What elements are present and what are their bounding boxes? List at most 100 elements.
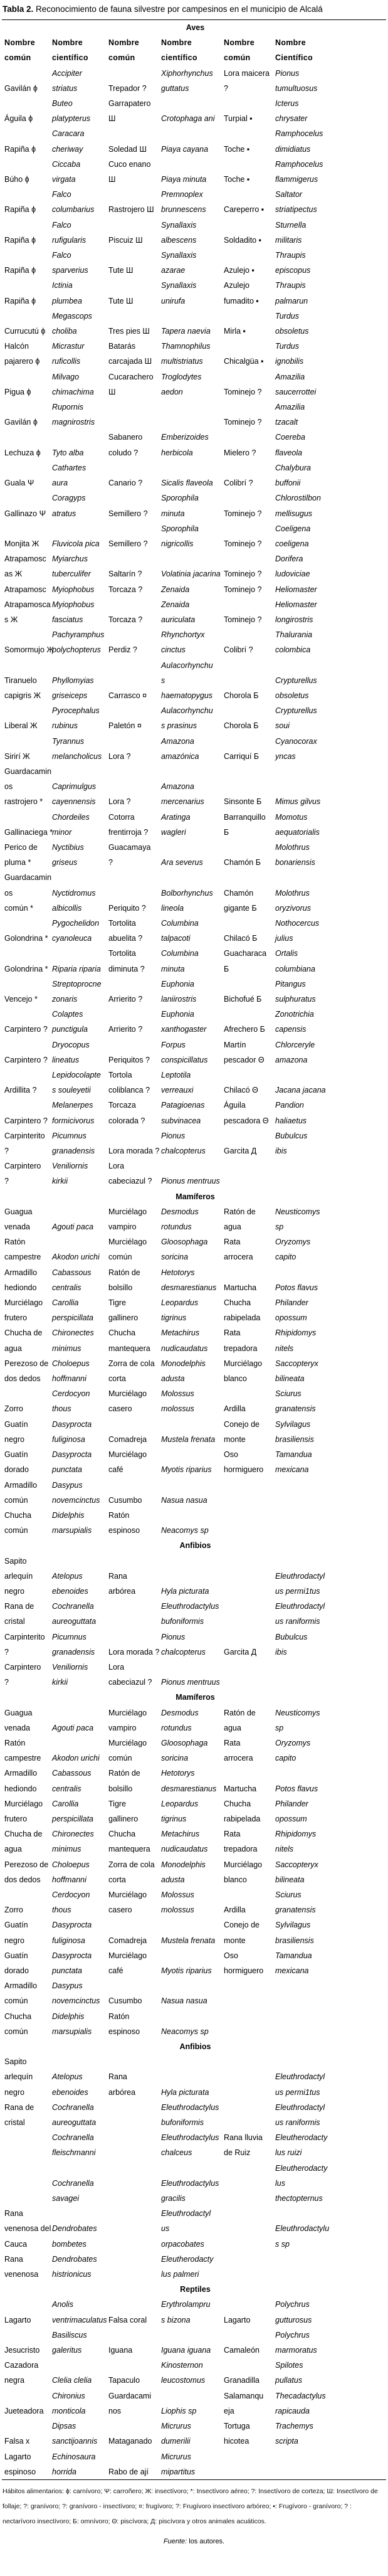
scientific-name-cell: Tyto alba bbox=[52, 448, 84, 457]
scientific-name-cell: Buteo platypterus bbox=[52, 99, 91, 124]
table-row: Rapiña ɸ Falco columbarius Rastrojero Ш Pr… bbox=[2, 187, 386, 217]
scientific-name-cell: Pionus mentruus bbox=[161, 1177, 220, 1186]
table-row: Gavilán ɸ Accipiter striatus Trepador ? Xi… bbox=[2, 66, 386, 96]
scientific-name-cell: Metachirus nudicaudatus bbox=[161, 1830, 208, 1854]
common-name-cell: Rata arrocera bbox=[224, 1238, 253, 1262]
scientific-name-cell: Pitangus sulphuratus bbox=[275, 979, 316, 1004]
scientific-name-cell: Nasua nasua bbox=[161, 1996, 207, 2006]
table-row: Murciélago frutero Carollia perspicillata… bbox=[2, 1796, 386, 1826]
scientific-name-cell: Amazilia tzacalt bbox=[275, 403, 305, 427]
common-name-cell: Camaleón bbox=[224, 2346, 260, 2355]
common-name-cell: Iguana bbox=[108, 2346, 133, 2355]
source-label: Fuente: bbox=[163, 2537, 187, 2545]
common-name-cell bbox=[221, 2100, 273, 2130]
table-row: Pigua ɸ Milvago chimachima Cucarachero Ш Tr… bbox=[2, 369, 386, 400]
scientific-name-cell: Pygochelidon cyanoleuca bbox=[52, 918, 100, 943]
scientific-name-cell: Turdus ignobilis bbox=[275, 342, 304, 366]
scientific-name-cell: Xiphorhynchus guttatus bbox=[161, 68, 213, 93]
scientific-name-cell: Micrastur ruficollis bbox=[52, 342, 85, 366]
scientific-name-cell: Saltator striatipectus bbox=[275, 190, 317, 215]
table-row: Vencejo * Streptoprocne zonaris Arrierito… bbox=[2, 977, 386, 1007]
scientific-name-cell: Zenaida bbox=[161, 585, 190, 594]
scientific-name-cell: Dipsas sanctijoannis bbox=[52, 2422, 98, 2446]
scientific-name-cell: Nothocercus julius bbox=[275, 918, 320, 943]
section-title: Mamíferos bbox=[176, 1192, 215, 1201]
table-row: Perezoso de dos dedos Choloepus hoffmanni… bbox=[2, 1857, 386, 1887]
common-name-cell: Gavilán ɸ bbox=[4, 83, 38, 93]
common-name-cell: Azulejo ▪ bbox=[224, 266, 254, 275]
common-name-cell: Rata arrocera bbox=[224, 1738, 253, 1763]
common-name-cell: Rapiña ɸ bbox=[4, 296, 36, 305]
common-name-cell: Murciélago blanco bbox=[224, 1860, 263, 1884]
common-name-cell: Martucha bbox=[224, 1784, 257, 1793]
scientific-name-cell: Ortalis columbiana bbox=[275, 949, 315, 973]
scientific-name-cell: Phyllomyias griseiceps bbox=[52, 676, 94, 700]
common-name-cell: Murciélago vampiro bbox=[108, 1207, 147, 1232]
column-header: Nombre científico bbox=[52, 38, 88, 63]
scientific-name-cell: Ara severus bbox=[161, 858, 203, 867]
scientific-name-cell bbox=[273, 1158, 386, 1189]
common-name-cell: Ratón de agua bbox=[224, 1207, 256, 1232]
scientific-name-cell: Cabassous centralis bbox=[52, 1769, 92, 1793]
table-row: Golondrina * Riparia riparia Tortolita di… bbox=[2, 946, 386, 976]
scientific-name-cell: Micrurus mipartitus bbox=[161, 2452, 196, 2476]
scientific-name-cell: Veniliornis kirkii bbox=[52, 1162, 88, 1186]
common-name-cell: Carpintero ? bbox=[4, 1662, 41, 1687]
scientific-name-cell: Carollia perspicillata bbox=[52, 1298, 94, 1323]
scientific-name-cell: Ciccaba virgata bbox=[52, 159, 81, 184]
common-name-cell: Granadilla bbox=[224, 2376, 260, 2385]
scientific-name-cell: Dasypus novemcinctus bbox=[52, 1480, 100, 1505]
scientific-name-cell: Thecadactylus rapicauda bbox=[275, 2391, 326, 2415]
scientific-name-cell: Synallaxis unirufa bbox=[161, 281, 197, 305]
common-name-cell bbox=[221, 2009, 273, 2039]
scientific-name-cell: Rhynchortyx cinctus bbox=[161, 630, 205, 655]
common-name-cell: Guacamaya ? bbox=[108, 842, 151, 867]
common-name-cell bbox=[106, 2130, 159, 2160]
table-row: Currucutú ɸ Megascops choliba Tres pies Ш… bbox=[2, 309, 386, 339]
scientific-name-cell: Nasua nasua bbox=[161, 1495, 207, 1505]
common-name-cell: Semillero ? bbox=[108, 539, 148, 548]
scientific-name-cell: Ramphocelus flammigerus bbox=[275, 159, 323, 184]
scientific-name-cell: Zonotrichia capensis bbox=[275, 1010, 314, 1034]
common-name-cell: Guardacamin os común * bbox=[4, 873, 52, 913]
common-name-cell: Chucha mantequera bbox=[108, 1830, 150, 1854]
common-name-cell: Bichofué Б bbox=[224, 995, 262, 1004]
scientific-name-cell: Coereba flaveola bbox=[275, 433, 305, 457]
scientific-name-cell: Turdus obsoletus bbox=[275, 311, 309, 336]
common-name-cell: Rapiña ɸ bbox=[4, 235, 36, 245]
common-name-cell: Sirirí Ж bbox=[4, 751, 30, 761]
table-row: Rapiña ɸ Ictinia plumbea Tute Ш Synallaxis… bbox=[2, 278, 386, 308]
common-name-cell: Oso hormiguero bbox=[224, 1951, 264, 1975]
common-name-cell: Tute Ш bbox=[108, 296, 134, 305]
common-name-cell: Carpintero ? bbox=[4, 1162, 41, 1186]
scientific-name-cell: Pachyramphus polychopterus bbox=[52, 630, 105, 655]
scientific-name-cell: Forpus conspicillatus bbox=[161, 1040, 208, 1064]
common-name-cell: Tortuga hicotea bbox=[224, 2422, 250, 2446]
common-name-cell: Rapiña ɸ bbox=[4, 144, 36, 154]
scientific-name-cell: Atelopus ebenoides bbox=[52, 1571, 88, 1596]
common-name-cell: Currucutú ɸ bbox=[4, 327, 46, 336]
scientific-name-cell: Mimus gilvus bbox=[275, 797, 321, 807]
scientific-name-cell: Cochranella savagei bbox=[52, 2178, 94, 2203]
common-name-cell: Chilacó Б bbox=[224, 934, 258, 943]
column-header: Nombre Científico bbox=[275, 38, 313, 63]
section-header-row: Reptiles bbox=[2, 2282, 386, 2297]
scientific-name-cell bbox=[273, 1508, 386, 1538]
common-name-cell: Ratón espinoso bbox=[108, 2012, 140, 2036]
table-row: Guatín negro Dasyprocta fuliginosa Comadr… bbox=[2, 1417, 386, 1447]
common-name-cell: Guatín dorado bbox=[4, 1450, 29, 1475]
scientific-name-cell: Cerdocyon thous bbox=[52, 1389, 90, 1414]
common-name-cell bbox=[106, 2252, 159, 2282]
table-row: Atrapamosca s Ж Myiophobus fasciatus Torc… bbox=[2, 597, 386, 627]
scientific-name-cell: Iguana iguana bbox=[161, 2346, 211, 2355]
scientific-name-cell: Tyrannus melancholicus bbox=[52, 736, 102, 761]
common-name-cell: Jesucristo bbox=[4, 2346, 40, 2355]
table-row: Rana de cristal Cochranella aureoguttata E… bbox=[2, 2100, 386, 2130]
common-name-cell: Murciélago casero bbox=[108, 1389, 147, 1414]
common-name-cell: Colibrí ? bbox=[224, 645, 253, 655]
table-row: Carpintero ? Melanerpes formicivorus Torca… bbox=[2, 1098, 386, 1128]
scientific-name-cell: Leptotila verreauxi bbox=[161, 1071, 194, 1095]
common-name-cell: Sabanero coludo ? bbox=[108, 433, 143, 457]
common-name-cell: Ardilla bbox=[224, 1905, 246, 1915]
common-name-cell: Comadreja bbox=[108, 1936, 147, 1945]
